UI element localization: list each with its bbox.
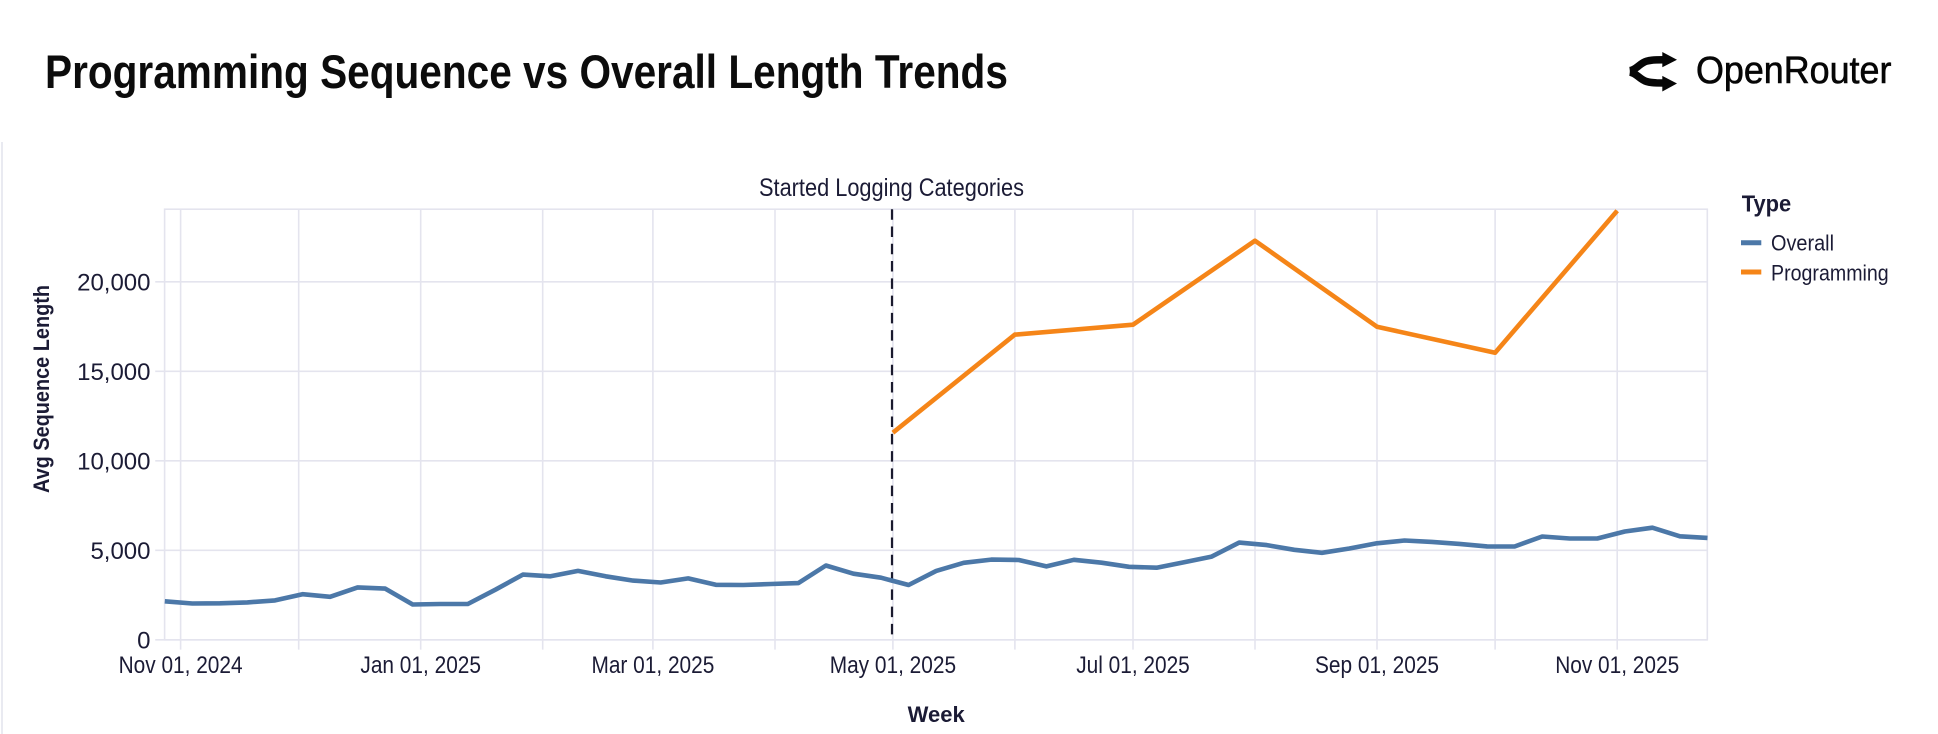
svg-text:0: 0 <box>137 628 150 655</box>
svg-text:Week: Week <box>908 702 966 727</box>
svg-text:May 01, 2025: May 01, 2025 <box>830 652 956 679</box>
svg-text:Jan 01, 2025: Jan 01, 2025 <box>360 652 481 679</box>
svg-text:Nov 01, 2025: Nov 01, 2025 <box>1555 652 1679 679</box>
svg-text:Type: Type <box>1742 191 1792 217</box>
svg-text:Sep 01, 2025: Sep 01, 2025 <box>1315 652 1439 679</box>
svg-text:Mar 01, 2025: Mar 01, 2025 <box>591 652 714 679</box>
svg-text:Nov 01, 2024: Nov 01, 2024 <box>119 652 243 679</box>
svg-text:10,000: 10,000 <box>77 449 150 476</box>
svg-text:Overall: Overall <box>1771 231 1834 256</box>
svg-text:Avg Sequence Length: Avg Sequence Length <box>29 285 54 493</box>
svg-text:Started Logging Categories: Started Logging Categories <box>759 174 1024 202</box>
svg-text:5,000: 5,000 <box>90 538 150 565</box>
svg-text:20,000: 20,000 <box>77 270 150 297</box>
svg-text:Programming: Programming <box>1771 261 1889 286</box>
svg-text:15,000: 15,000 <box>77 359 150 386</box>
svg-text:Jul 01, 2025: Jul 01, 2025 <box>1076 652 1190 679</box>
